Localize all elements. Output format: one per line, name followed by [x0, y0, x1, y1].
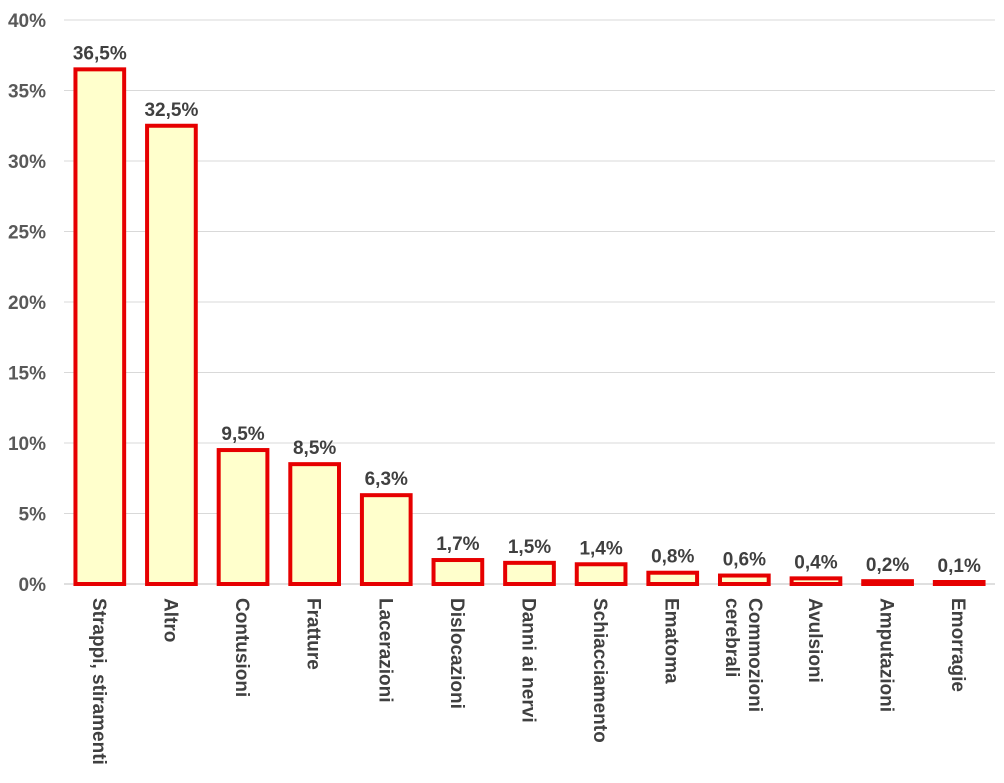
y-tick-label: 20% — [8, 293, 46, 314]
y-tick-label: 40% — [8, 11, 46, 32]
x-tick-label-line: Dislocazioni — [446, 598, 467, 709]
data-labels: 36,5% 32,5% 9,5% 8,5% 6,3% 1,7% 1,5% 1,4% 0,8% 0,… — [73, 43, 981, 577]
bar — [789, 576, 843, 586]
x-tick-label: Lacerazioni — [374, 598, 395, 703]
x-tick-label-line: Altro — [159, 598, 180, 642]
y-tick-label: 0% — [19, 575, 47, 596]
x-tick-label-line: Schiacciamento — [589, 598, 610, 743]
bar — [359, 493, 413, 587]
x-tick-label: Emorragie — [947, 598, 968, 692]
x-tick-label-line: Lacerazioni — [374, 598, 395, 703]
x-tick-label-line: Commozioni — [744, 598, 765, 712]
data-label: 1,4% — [579, 538, 622, 559]
y-tick-label: 25% — [8, 223, 46, 244]
x-tick-label: Amputazioni — [876, 598, 897, 712]
x-tick-label-line: cerebrali — [721, 598, 742, 677]
x-tick-label-line: Danni ai nervi — [518, 598, 539, 723]
y-tick-label: 30% — [8, 152, 46, 173]
data-label: 0,2% — [866, 555, 909, 576]
x-tick-label: Contusioni — [231, 598, 252, 697]
data-label: 0,6% — [723, 550, 766, 571]
data-label: 0,8% — [651, 547, 694, 568]
bar — [216, 448, 270, 586]
x-tick-label-line: Emorragie — [947, 598, 968, 692]
bar — [646, 570, 700, 586]
data-label: 0,1% — [938, 556, 981, 577]
data-label: 9,5% — [221, 424, 264, 445]
y-tick-label: 35% — [8, 82, 46, 103]
x-tick-label-line: Contusioni — [231, 598, 252, 697]
x-tick-label: Strappi, stiramenti — [88, 598, 109, 765]
x-tick-label-line: Fratture — [303, 598, 324, 670]
x-tick-label: Schiacciamento — [589, 598, 610, 743]
bar — [861, 579, 914, 586]
data-label: 1,7% — [436, 534, 479, 555]
bar — [717, 573, 771, 586]
bar — [431, 558, 485, 587]
data-label: 8,5% — [293, 438, 336, 459]
bar — [73, 67, 127, 587]
y-tick-label: 15% — [8, 364, 46, 385]
x-tick-label: Dislocazioni — [446, 598, 467, 709]
x-tick-label-line: Avulsioni — [804, 598, 825, 683]
data-label: 6,3% — [365, 469, 408, 490]
data-label: 36,5% — [73, 43, 127, 64]
x-tick-label-line: Ematoma — [661, 598, 682, 684]
data-label: 1,5% — [508, 537, 551, 558]
x-tick-label-line: Amputazioni — [876, 598, 897, 712]
data-label: 0,4% — [794, 552, 837, 573]
data-label: 32,5% — [144, 100, 198, 121]
x-tick-label: Danni ai nervi — [518, 598, 539, 723]
bar — [574, 562, 628, 587]
bars — [73, 67, 986, 587]
x-tick-label-line: Strappi, stiramenti — [88, 598, 109, 765]
y-tick-label: 10% — [8, 434, 46, 455]
x-tick-label: Avulsioni — [804, 598, 825, 683]
x-tick-label: Altro — [159, 598, 180, 642]
y-axis: 0% 5% 10% 15% 20% 25% 30% 35% 40% — [8, 11, 46, 596]
grid-lines — [64, 19, 995, 585]
x-tick-label: Fratture — [303, 598, 324, 670]
x-tick-label: Ematoma — [661, 598, 682, 684]
x-axis: Strappi, stiramenti Altro Contusioni Frattu… — [88, 598, 968, 765]
bar — [503, 560, 556, 586]
y-tick-label: 5% — [19, 505, 47, 526]
bar — [288, 462, 342, 586]
bar — [145, 123, 198, 586]
bar — [932, 580, 986, 586]
